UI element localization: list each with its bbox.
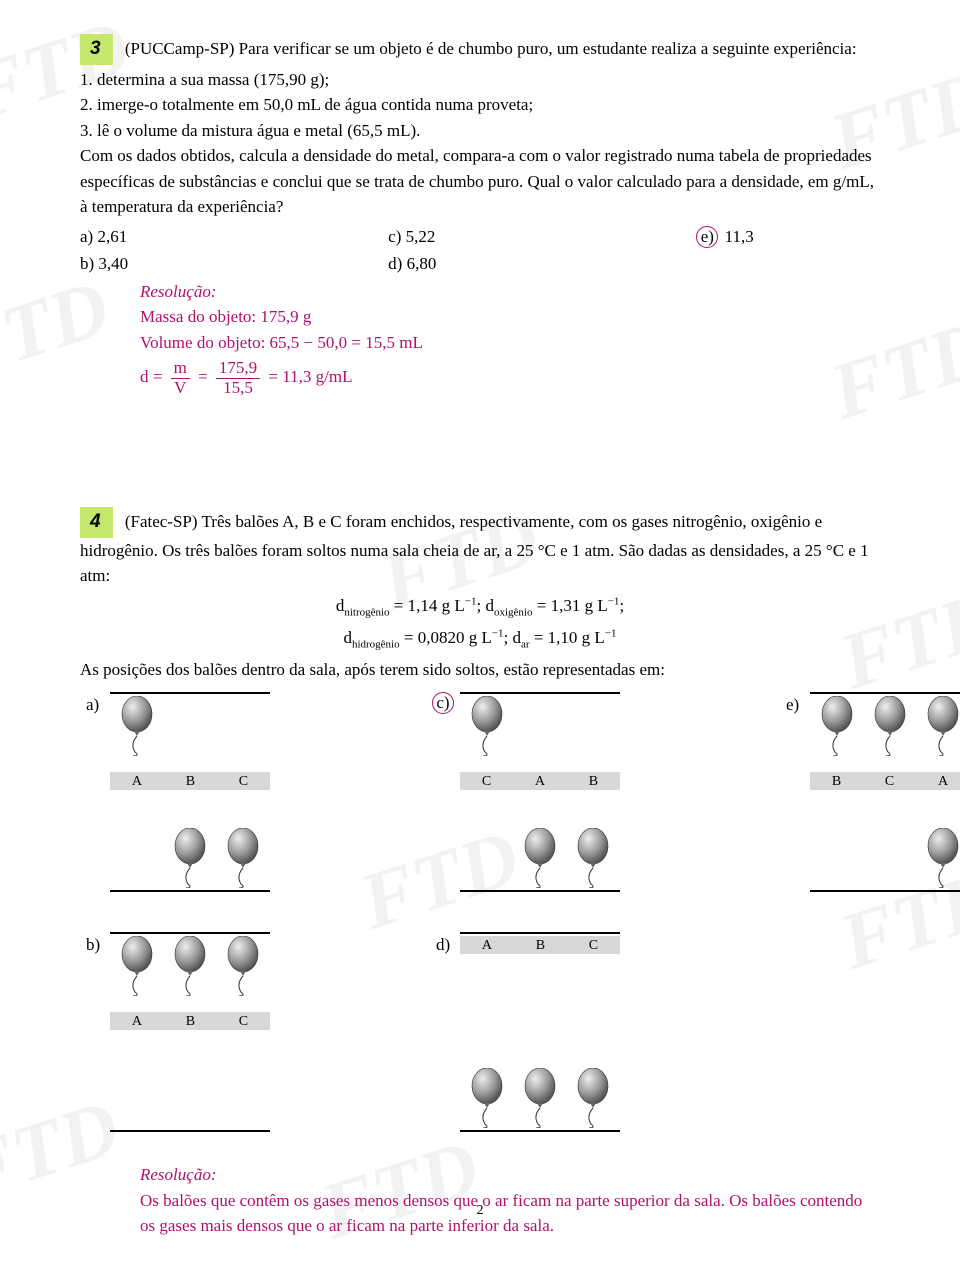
resolution-heading: Resolução: [140, 279, 880, 305]
option-d-diagram: d) ABC [460, 932, 620, 1132]
question-intro: Para verificar se um objeto é de chumbo … [239, 39, 857, 58]
option-b-diagram: b) ABC [110, 932, 270, 1132]
option-c-diagram: c) CAB [460, 692, 620, 892]
step-1: 1. determina a sua massa (175,90 g); [80, 67, 880, 93]
resolution-line-2: Volume do objeto: 65,5 − 50,0 = 15,5 mL [140, 330, 880, 356]
question-number: 4 [80, 507, 113, 538]
page-number: 2 [477, 1200, 484, 1221]
question-followup: Com os dados obtidos, calcula a densidad… [80, 143, 880, 220]
step-2: 2. imerge-o totalmente em 50,0 mL de águ… [80, 92, 880, 118]
option-a-diagram: a) ABC [110, 692, 270, 892]
option-c: c) 5,22 [388, 224, 436, 250]
question-source: (PUCCamp-SP) [125, 39, 235, 58]
resolution-formula: d = mV = 175,915,5 = 11,3 g/mL [140, 359, 880, 397]
option-e-diagram: e) BCA [810, 692, 960, 892]
question-intro: Três balões A, B e C foram enchidos, res… [80, 512, 869, 585]
resolution-q4: Resolução: Os balões que contêm os gases… [140, 1162, 880, 1239]
resolution-heading: Resolução: [140, 1162, 880, 1188]
densities-line-2: dhidrogênio = 0,0820 g L−1; dar = 1,10 g… [80, 625, 880, 653]
step-3: 3. lê o volume da mistura água e metal (… [80, 118, 880, 144]
resolution-q3: Resolução: Massa do objeto: 175,9 g Volu… [140, 279, 880, 398]
resolution-text: Os balões que contêm os gases menos dens… [140, 1188, 880, 1239]
question-3: 3 (PUCCamp-SP) Para verificar se um obje… [80, 34, 880, 397]
question-4: 4 (Fatec-SP) Três balões A, B e C foram … [80, 507, 880, 1238]
densities-line-1: dnitrogênio = 1,14 g L−1; doxigênio = 1,… [80, 593, 880, 621]
option-a: a) 2,61 [80, 224, 128, 250]
option-e-correct: e) 11,3 [696, 224, 753, 250]
question-text: As posições dos balões dentro da sala, a… [80, 657, 880, 683]
option-d: d) 6,80 [388, 251, 436, 277]
option-b: b) 3,40 [80, 251, 128, 277]
resolution-line-1: Massa do objeto: 175,9 g [140, 304, 880, 330]
question-source: (Fatec-SP) [125, 512, 198, 531]
question-number: 3 [80, 34, 113, 65]
